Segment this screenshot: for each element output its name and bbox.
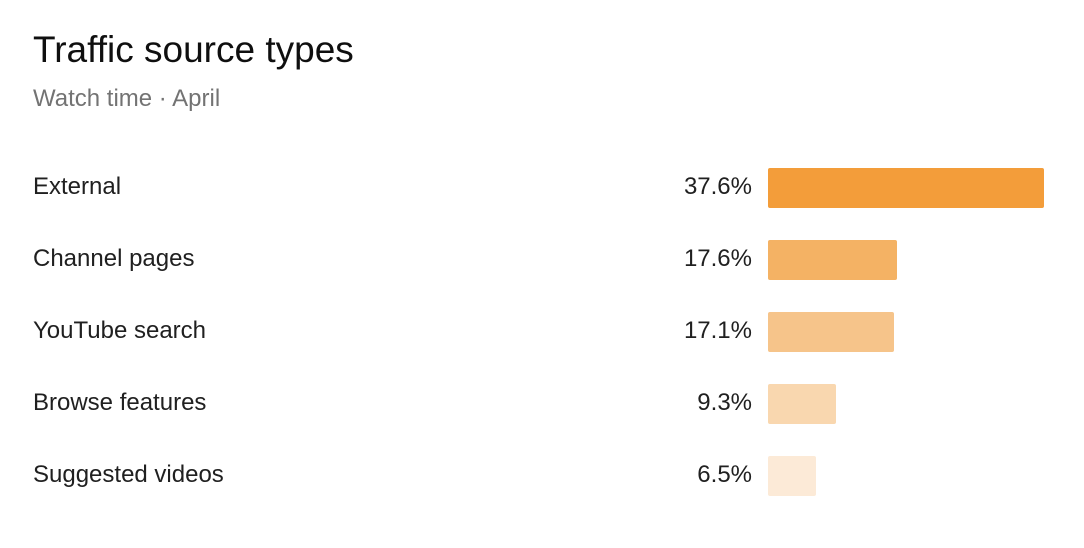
bar-track [768,456,1044,496]
chart-row: Suggested videos 6.5% [0,439,1084,511]
bar-track [768,384,1044,424]
value-label: 6.5% [697,461,752,488]
bar-track [768,240,1044,280]
bar [768,240,897,280]
chart-row: Browse features 9.3% [0,367,1084,439]
value-label: 17.6% [683,245,752,272]
category-label: External [33,173,122,200]
category-label: Browse features [33,389,207,416]
card-title: Traffic source types [33,29,354,70]
category-label: Suggested videos [33,461,224,488]
bar-track [768,168,1044,208]
chart-row: Channel pages 17.6% [0,223,1084,295]
value-label: 17.1% [683,317,752,344]
card-subtitle: Watch time · April [33,85,221,112]
bar [768,384,836,424]
category-label: Channel pages [33,245,195,272]
bar-chart: External 37.6% Channel pages 17.6% YouTube s… [0,151,1084,511]
chart-row: External 37.6% [0,151,1084,223]
value-label: 9.3% [697,389,752,416]
bar-track [768,312,1044,352]
chart-row: YouTube search 17.1% [0,295,1084,367]
bar [768,168,1044,208]
value-label: 37.6% [683,173,752,200]
bar [768,456,816,496]
bar [768,312,894,352]
category-label: YouTube search [33,317,207,344]
